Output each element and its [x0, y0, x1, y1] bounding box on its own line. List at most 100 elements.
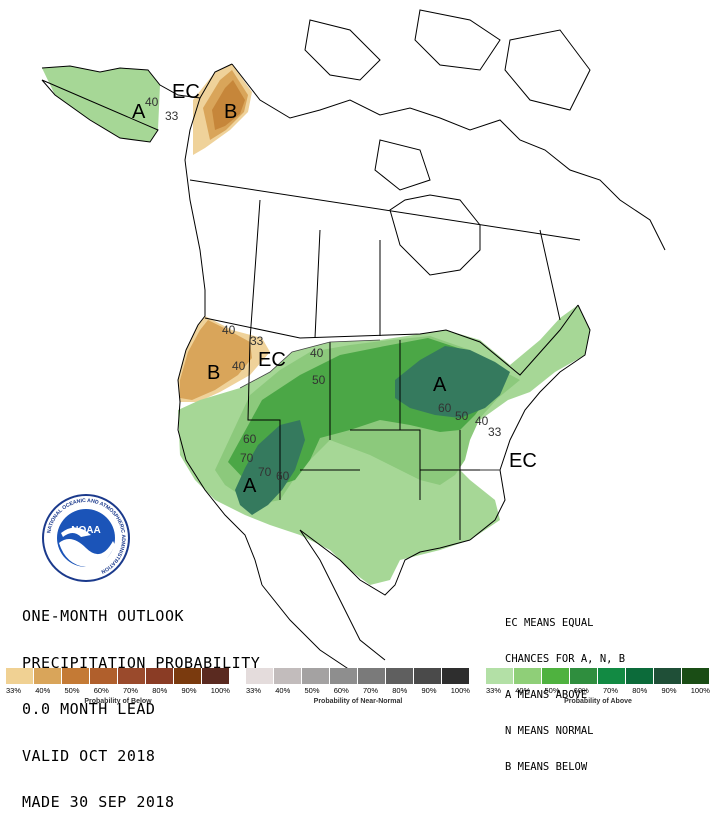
- scale-below-swatches: [6, 668, 230, 684]
- contour-value-labels: 40 33 40 33 40 40 50 60 70 70 60 60 50 4…: [145, 95, 502, 483]
- scale-swatch: [274, 668, 302, 684]
- scale-normal: 33% 40% 50% 60% 70% 80% 90% 100% Probability of…: [246, 668, 470, 705]
- gulf-coast: [299, 529, 471, 596]
- contour-label: 50: [455, 409, 469, 423]
- scale-tick-label: 100%: [450, 686, 470, 695]
- noaa-logo: NATIONAL OCEANIC AND ATMOSPHERIC ADMINIS…: [42, 494, 130, 582]
- contour-label: 60: [243, 432, 257, 446]
- canada-us-border: [204, 304, 579, 376]
- scale-tick-label: 60%: [333, 686, 349, 695]
- mexico-outline: [261, 529, 386, 671]
- legend-line: CHANCES FOR A, N, B: [505, 653, 626, 665]
- north-america-map: EC A B B EC A A EC 40 33 40 33 40 40 50 …: [41, 9, 666, 671]
- scale-swatch: [542, 668, 570, 684]
- shade-northwest-below-40: [180, 320, 252, 400]
- scale-tick-label: 60%: [93, 686, 109, 695]
- scale-tick-label: 80%: [632, 686, 648, 695]
- scale-above-ticks: 33% 40% 50% 60% 70% 80% 90% 100%: [486, 686, 710, 695]
- scale-swatch: [174, 668, 202, 684]
- contour-label: 33: [165, 109, 179, 123]
- legend-line: N MEANS NORMAL: [505, 725, 594, 737]
- title-line: MADE 30 SEP 2018: [22, 793, 175, 811]
- scale-swatch: [414, 668, 442, 684]
- scale-tick-label: 90%: [421, 686, 437, 695]
- legend-line: EC MEANS EQUAL: [505, 617, 594, 629]
- scale-tick-label: 90%: [181, 686, 197, 695]
- east-coast: [469, 304, 591, 541]
- shade-above-70-greatlakes: [395, 346, 510, 418]
- contour-label: 40: [475, 414, 489, 428]
- scale-swatch: [386, 668, 414, 684]
- scale-swatch: [442, 668, 470, 684]
- title-line: VALID OCT 2018: [22, 746, 156, 765]
- scale-tick-label: 33%: [246, 686, 262, 695]
- map-outlines: [41, 9, 666, 671]
- contour-label: 40: [232, 359, 246, 373]
- label-a-southwest: A: [243, 475, 257, 497]
- region-labels: EC A B B EC A A EC: [132, 81, 537, 497]
- scale-tick-label: 40%: [35, 686, 51, 695]
- scale-above-swatches: [486, 668, 710, 684]
- label-b-northwest: B: [207, 362, 220, 384]
- probability-shading: [42, 64, 590, 585]
- scale-tick-label: 60%: [573, 686, 589, 695]
- scale-swatch: [34, 668, 62, 684]
- province-lines: [189, 179, 581, 341]
- scale-above: 33% 40% 50% 60% 70% 80% 90% 100% Probability of…: [486, 668, 710, 705]
- logo-text: NOAA: [71, 525, 100, 536]
- scale-tick-label: 70%: [363, 686, 379, 695]
- scale-below: 33% 40% 50% 60% 70% 80% 90% 100% Probability of…: [6, 668, 230, 705]
- alaska-outline: [41, 63, 233, 143]
- scale-swatch: [302, 668, 330, 684]
- scale-swatch: [570, 668, 598, 684]
- scale-swatch: [654, 668, 682, 684]
- scale-tick-label: 70%: [603, 686, 619, 695]
- hudson-bay: [389, 194, 481, 276]
- state-lines: [247, 339, 500, 540]
- scale-swatch: [514, 668, 542, 684]
- scale-below-caption: Probability of Below: [84, 698, 152, 705]
- contour-label: 33: [250, 334, 264, 348]
- scale-swatch: [202, 668, 230, 684]
- west-coast: [177, 97, 263, 586]
- contour-lines: [239, 339, 500, 471]
- label-ec-west: EC: [258, 349, 286, 371]
- label-ec-alaska: EC: [172, 81, 200, 103]
- scale-tick-label: 90%: [661, 686, 677, 695]
- legend-line: B MEANS BELOW: [505, 761, 588, 773]
- scale-tick-label: 100%: [210, 686, 230, 695]
- scale-swatch: [90, 668, 118, 684]
- shade-alaska-above-40: [42, 66, 160, 142]
- contour-label: 50: [312, 373, 326, 387]
- scale-swatch: [246, 668, 274, 684]
- shade-above-70-southwest: [235, 420, 305, 515]
- contour-label: 33: [488, 425, 502, 439]
- label-a-greatlakes: A: [433, 374, 447, 396]
- scale-swatch: [118, 668, 146, 684]
- scale-swatch: [330, 668, 358, 684]
- scale-swatch: [626, 668, 654, 684]
- scale-swatch: [62, 668, 90, 684]
- scale-above-caption: Probability of Above: [564, 698, 632, 705]
- scale-tick-label: 40%: [275, 686, 291, 695]
- scale-normal-caption: Probability of Near-Normal: [313, 698, 403, 705]
- scale-tick-label: 50%: [304, 686, 320, 695]
- scale-tick-label: 33%: [6, 686, 22, 695]
- scale-tick-label: 100%: [690, 686, 710, 695]
- label-ec-southeast: EC: [509, 450, 537, 472]
- scale-swatch: [6, 668, 34, 684]
- contour-label: 70: [240, 451, 254, 465]
- scale-swatch: [146, 668, 174, 684]
- scale-below-ticks: 33% 40% 50% 60% 70% 80% 90% 100%: [6, 686, 230, 695]
- scale-tick-label: 50%: [64, 686, 80, 695]
- scale-swatch: [682, 668, 710, 684]
- scale-tick-label: 40%: [515, 686, 531, 695]
- scale-tick-label: 70%: [123, 686, 139, 695]
- scale-normal-swatches: [246, 668, 470, 684]
- scale-tick-label: 80%: [392, 686, 408, 695]
- scale-tick-label: 50%: [544, 686, 560, 695]
- contour-label: 40: [310, 346, 324, 360]
- title-line: ONE-MONTH OUTLOOK: [22, 607, 185, 625]
- label-a-alaska: A: [132, 101, 146, 123]
- title-line: PRECIPITATION PROBABILITY: [22, 653, 261, 672]
